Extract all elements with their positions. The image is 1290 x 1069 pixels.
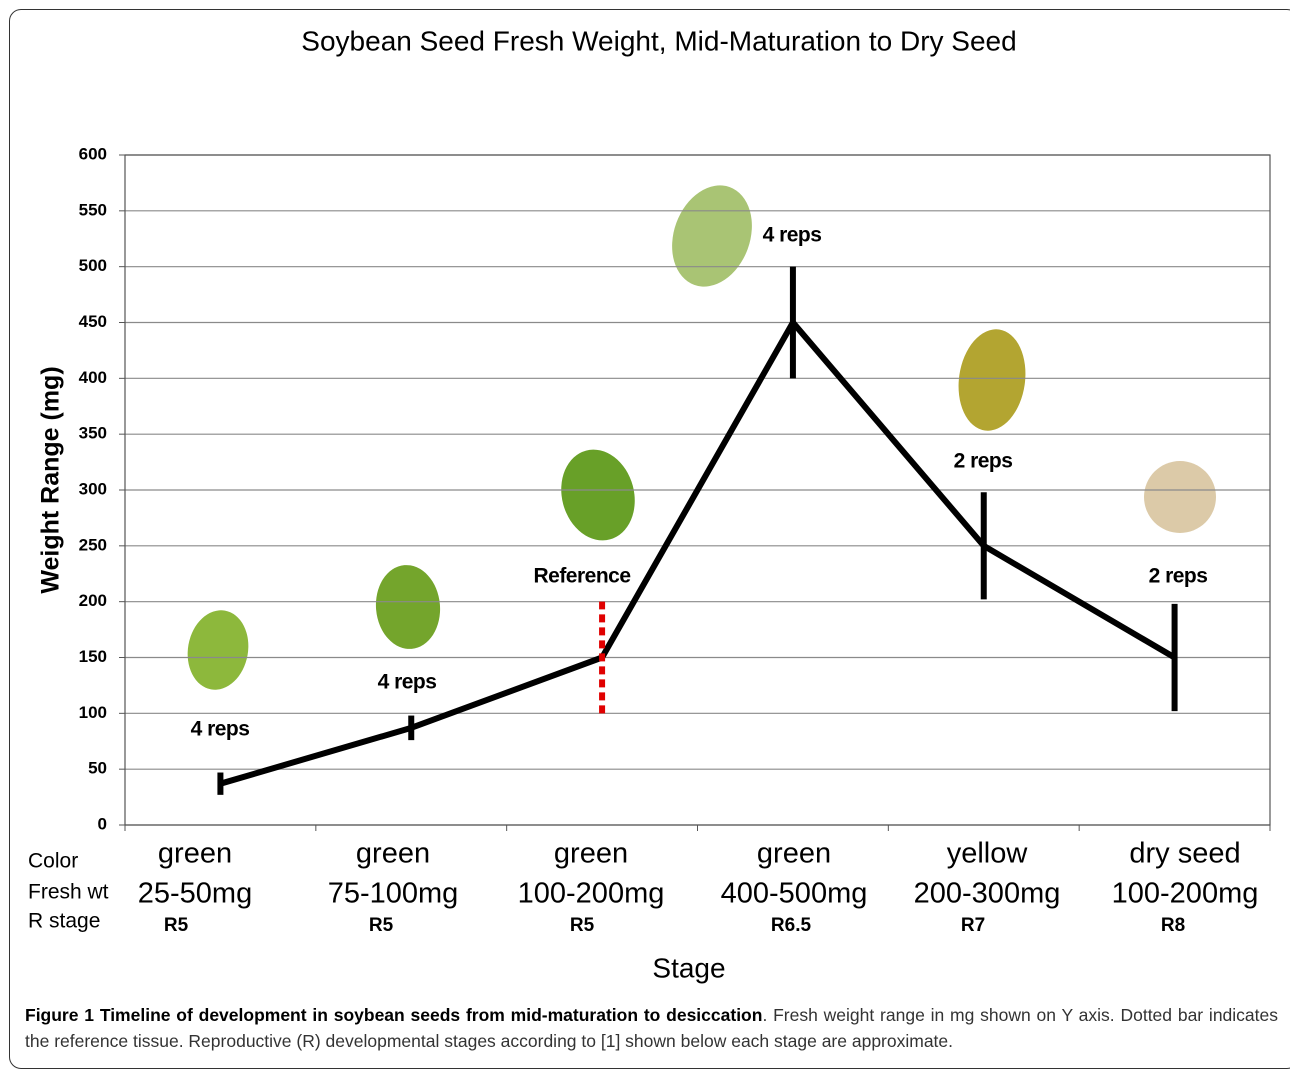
- category-label: dry seed: [1129, 838, 1240, 870]
- category-label: 25-50mg: [138, 878, 252, 910]
- category-label: green: [757, 838, 831, 870]
- y-tick-label: 250: [79, 535, 107, 554]
- category-row-name: Fresh wt: [28, 881, 109, 904]
- y-tick-label: 350: [79, 424, 107, 443]
- category-label: R5: [369, 915, 394, 936]
- category-label: R5: [570, 915, 595, 936]
- category-label: R5: [164, 915, 189, 936]
- category-label: 100-200mg: [518, 878, 665, 910]
- category-label: green: [356, 838, 430, 870]
- category-label: green: [158, 838, 232, 870]
- caption-title: Figure 1 Timeline of development in soyb…: [25, 1005, 762, 1025]
- data-line: [220, 323, 1174, 784]
- category-row-name: Color: [28, 850, 78, 873]
- category-label: 75-100mg: [328, 878, 459, 910]
- rep-label: 4 reps: [191, 718, 250, 741]
- reference-label: Reference: [533, 565, 630, 588]
- category-label: yellow: [947, 838, 1029, 870]
- rep-label: 4 reps: [378, 671, 437, 694]
- y-tick-label: 150: [79, 647, 107, 666]
- category-label: 400-500mg: [721, 878, 868, 910]
- category-label: R6.5: [771, 915, 812, 936]
- rep-label: 4 reps: [763, 224, 822, 247]
- y-axis-title: Weight Range (mg): [37, 366, 65, 593]
- caption: Figure 1 Timeline of development in soyb…: [25, 1002, 1278, 1054]
- y-tick-label: 0: [98, 814, 107, 833]
- rep-label: 2 reps: [954, 450, 1013, 473]
- category-label: green: [554, 838, 628, 870]
- y-tick-label: 400: [79, 368, 107, 387]
- rep-label: 2 reps: [1149, 565, 1208, 588]
- y-tick-label: 500: [79, 256, 107, 275]
- y-tick-label: 300: [79, 479, 107, 498]
- x-axis-title: Stage: [652, 952, 725, 983]
- y-tick-label: 550: [79, 200, 107, 219]
- category-label: 200-300mg: [914, 878, 1061, 910]
- chart-title: Soybean Seed Fresh Weight, Mid-Maturatio…: [301, 25, 1016, 56]
- y-tick-label: 200: [79, 591, 107, 610]
- y-tick-label: 50: [88, 759, 107, 778]
- page: {"chart_data": {"type": "line", "title":…: [0, 0, 1290, 1056]
- category-label: R7: [961, 915, 985, 936]
- y-tick-label: 450: [79, 312, 107, 331]
- y-tick-label: 600: [79, 144, 107, 163]
- category-row-name: R stage: [28, 910, 100, 933]
- category-label: 100-200mg: [1112, 878, 1259, 910]
- chart: Soybean Seed Fresh Weight, Mid-Maturatio…: [0, 0, 1290, 995]
- y-tick-label: 100: [79, 703, 107, 722]
- category-label: R8: [1161, 915, 1185, 936]
